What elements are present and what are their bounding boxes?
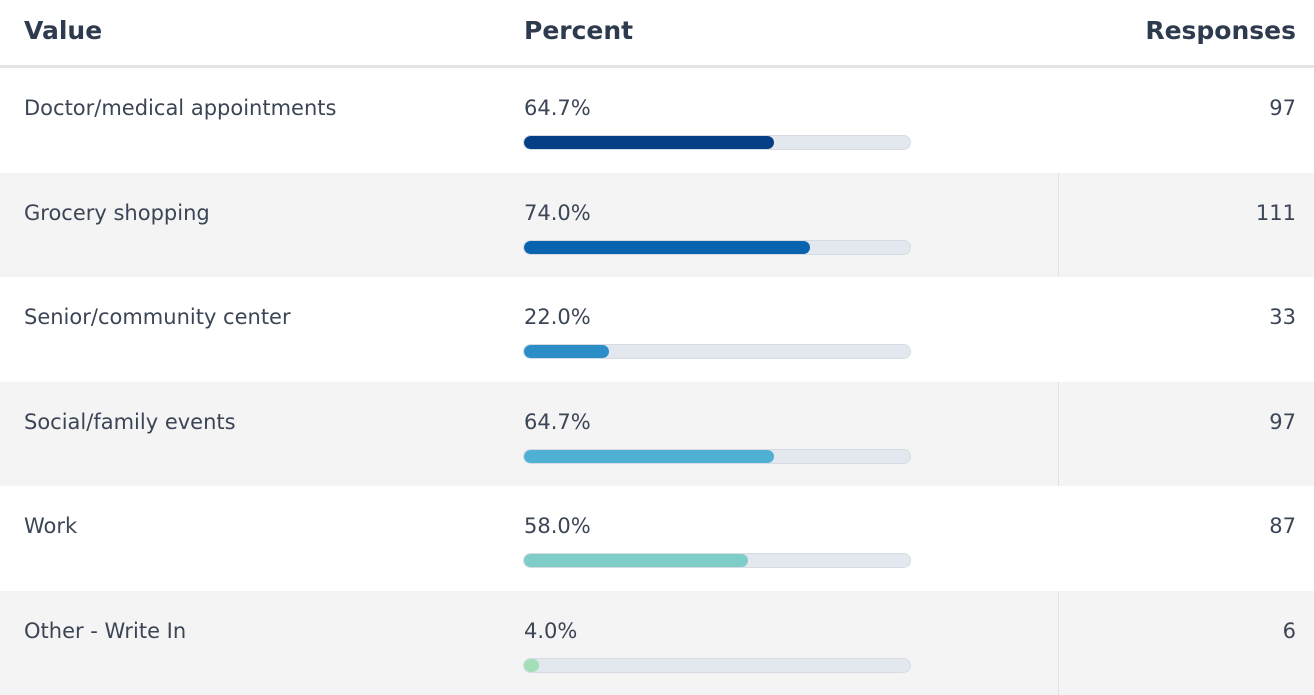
percent-bar-track xyxy=(523,344,911,359)
value-cell: Work xyxy=(24,514,77,538)
percent-label: 4.0% xyxy=(524,619,577,643)
responses-cell: 111 xyxy=(1256,201,1296,225)
header-percent: Percent xyxy=(524,16,633,45)
table-row: Social/family events 64.7% 97 xyxy=(0,382,1314,487)
percent-bar-track xyxy=(523,449,911,464)
table-row: Grocery shopping 74.0% 111 xyxy=(0,173,1314,278)
column-divider xyxy=(1058,173,1059,278)
percent-bar-track xyxy=(523,658,911,673)
percent-label: 58.0% xyxy=(524,514,591,538)
value-cell: Senior/community center xyxy=(24,305,291,329)
percent-bar-track xyxy=(523,135,911,150)
value-cell: Social/family events xyxy=(24,410,236,434)
table-row: Doctor/medical appointments 64.7% 97 xyxy=(0,68,1314,173)
table-row: Work 58.0% 87 xyxy=(0,486,1314,591)
header-responses: Responses xyxy=(1145,16,1296,45)
value-cell: Doctor/medical appointments xyxy=(24,96,336,120)
percent-label: 74.0% xyxy=(524,201,591,225)
value-cell: Other - Write In xyxy=(24,619,186,643)
percent-label: 22.0% xyxy=(524,305,591,329)
table-row: Senior/community center 22.0% 33 xyxy=(0,277,1314,382)
percent-bar-track xyxy=(523,553,911,568)
percent-label: 64.7% xyxy=(524,410,591,434)
percent-bar-track xyxy=(523,240,911,255)
column-divider xyxy=(1058,591,1059,695)
responses-cell: 6 xyxy=(1283,619,1296,643)
responses-cell: 97 xyxy=(1269,410,1296,434)
percent-bar xyxy=(524,450,774,463)
percent-bar xyxy=(524,345,609,358)
percent-bar xyxy=(524,659,539,672)
table-row: Other - Write In 4.0% 6 xyxy=(0,591,1314,695)
percent-label: 64.7% xyxy=(524,96,591,120)
value-cell: Grocery shopping xyxy=(24,201,210,225)
percent-bar xyxy=(524,241,810,254)
percent-bar xyxy=(524,136,774,149)
header-value: Value xyxy=(24,16,102,45)
responses-cell: 33 xyxy=(1269,305,1296,329)
responses-cell: 87 xyxy=(1269,514,1296,538)
column-divider xyxy=(1058,382,1059,487)
responses-cell: 97 xyxy=(1269,96,1296,120)
percent-bar xyxy=(524,554,748,567)
